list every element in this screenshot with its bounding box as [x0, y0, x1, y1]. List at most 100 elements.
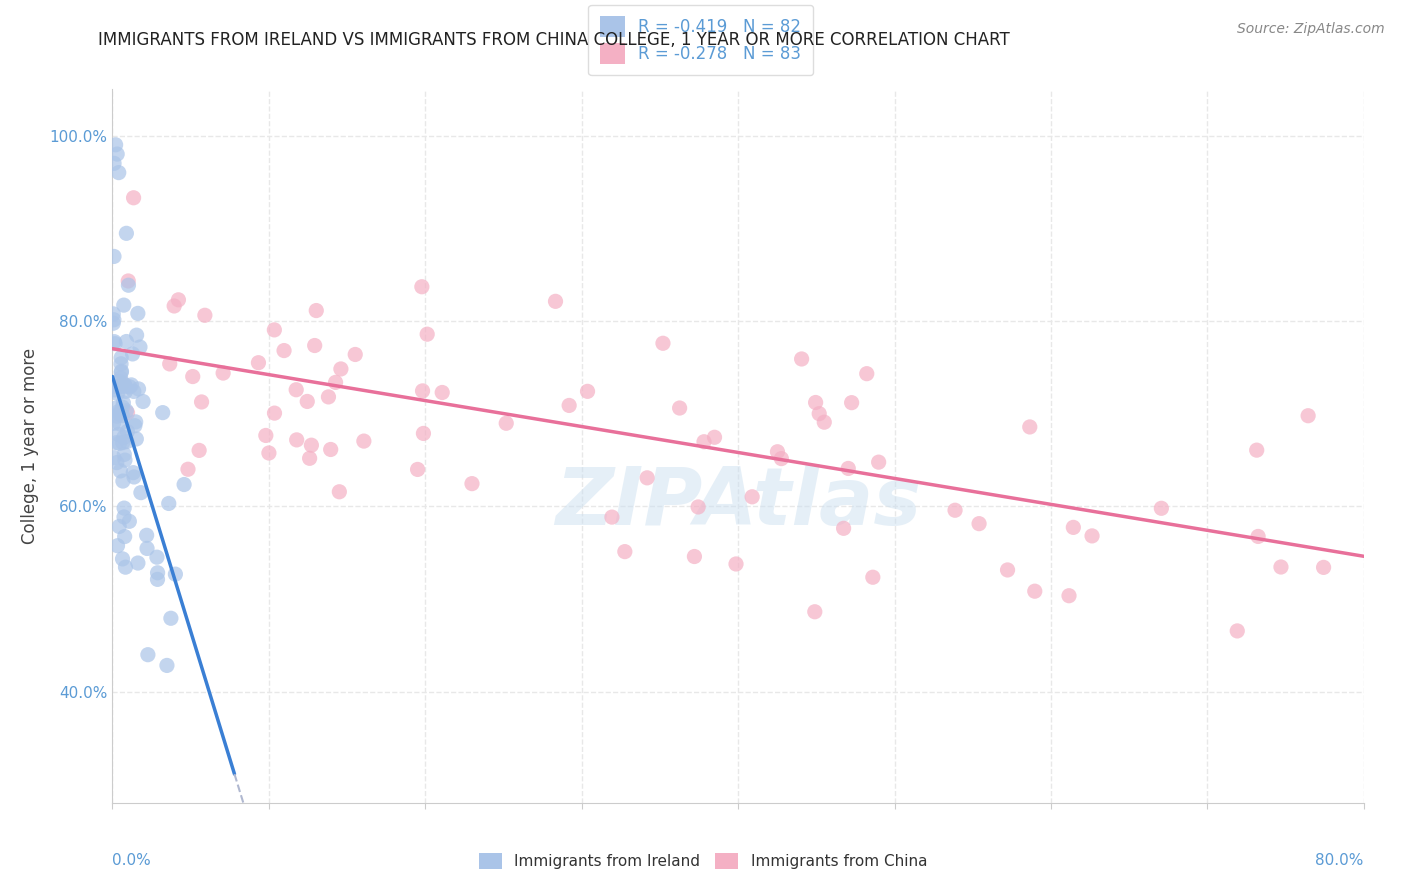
- Point: [461, 476, 484, 491]
- Point: [1226, 624, 1249, 638]
- Point: [544, 294, 567, 309]
- Point: [103, 307, 125, 321]
- Point: [128, 382, 150, 396]
- Point: [868, 455, 890, 469]
- Legend: Immigrants from Ireland, Immigrants from China: Immigrants from Ireland, Immigrants from…: [472, 847, 934, 875]
- Point: [967, 516, 990, 531]
- Point: [652, 336, 675, 351]
- Point: [1150, 501, 1173, 516]
- Point: [1296, 409, 1319, 423]
- Point: [688, 500, 710, 514]
- Point: [124, 415, 146, 429]
- Point: [107, 539, 129, 553]
- Point: [325, 376, 347, 390]
- Point: [112, 395, 135, 409]
- Point: [1247, 529, 1270, 543]
- Point: [157, 496, 180, 510]
- Point: [353, 434, 375, 448]
- Point: [114, 377, 136, 392]
- Point: [108, 407, 131, 421]
- Point: [297, 394, 319, 409]
- Point: [263, 323, 285, 337]
- Point: [103, 156, 125, 170]
- Point: [110, 364, 132, 378]
- Point: [724, 557, 747, 571]
- Point: [112, 447, 135, 461]
- Point: [103, 316, 125, 330]
- Point: [194, 308, 217, 322]
- Point: [1018, 420, 1040, 434]
- Point: [114, 384, 136, 399]
- Point: [118, 514, 141, 528]
- Point: [813, 415, 835, 429]
- Point: [122, 191, 145, 205]
- Point: [344, 347, 367, 361]
- Point: [136, 541, 159, 556]
- Point: [121, 347, 143, 361]
- Point: [146, 550, 169, 565]
- Y-axis label: College, 1 year or more: College, 1 year or more: [21, 348, 38, 544]
- Point: [107, 166, 129, 180]
- Point: [105, 147, 128, 161]
- Point: [111, 552, 134, 566]
- Point: [412, 384, 434, 398]
- Point: [107, 405, 129, 419]
- Point: [129, 340, 152, 354]
- Point: [558, 399, 581, 413]
- Point: [103, 417, 125, 431]
- Point: [841, 395, 863, 409]
- Point: [855, 367, 877, 381]
- Point: [173, 477, 195, 491]
- Point: [105, 386, 128, 401]
- Point: [804, 605, 827, 619]
- Point: [1312, 560, 1334, 574]
- Point: [1246, 443, 1268, 458]
- Point: [741, 490, 763, 504]
- Point: [111, 401, 134, 415]
- Point: [693, 434, 716, 449]
- Point: [247, 356, 270, 370]
- Point: [1270, 560, 1292, 574]
- Point: [114, 379, 136, 393]
- Point: [411, 279, 433, 293]
- Point: [114, 453, 136, 467]
- Point: [124, 418, 146, 433]
- Point: [103, 334, 125, 349]
- Point: [318, 390, 340, 404]
- Point: [181, 369, 204, 384]
- Point: [285, 433, 308, 447]
- Point: [111, 435, 134, 450]
- Point: [576, 384, 599, 399]
- Point: [329, 362, 352, 376]
- Point: [104, 137, 127, 152]
- Point: [108, 519, 131, 533]
- Point: [112, 430, 135, 444]
- Text: ZIPAtlas: ZIPAtlas: [555, 464, 921, 542]
- Point: [177, 462, 200, 476]
- Point: [159, 357, 181, 371]
- Point: [163, 299, 186, 313]
- Point: [328, 484, 350, 499]
- Point: [110, 351, 132, 365]
- Point: [118, 380, 141, 394]
- Point: [104, 336, 127, 351]
- Point: [832, 521, 855, 535]
- Point: [117, 278, 139, 293]
- Point: [790, 351, 813, 366]
- Point: [129, 485, 152, 500]
- Point: [257, 446, 280, 460]
- Point: [683, 549, 706, 564]
- Point: [406, 462, 429, 476]
- Text: 0.0%: 0.0%: [112, 853, 152, 868]
- Point: [167, 293, 190, 307]
- Point: [160, 611, 183, 625]
- Point: [115, 227, 138, 241]
- Point: [117, 425, 139, 439]
- Point: [115, 334, 138, 349]
- Point: [120, 377, 142, 392]
- Point: [135, 528, 157, 542]
- Point: [495, 417, 517, 431]
- Point: [111, 409, 134, 423]
- Point: [152, 406, 174, 420]
- Point: [304, 338, 326, 352]
